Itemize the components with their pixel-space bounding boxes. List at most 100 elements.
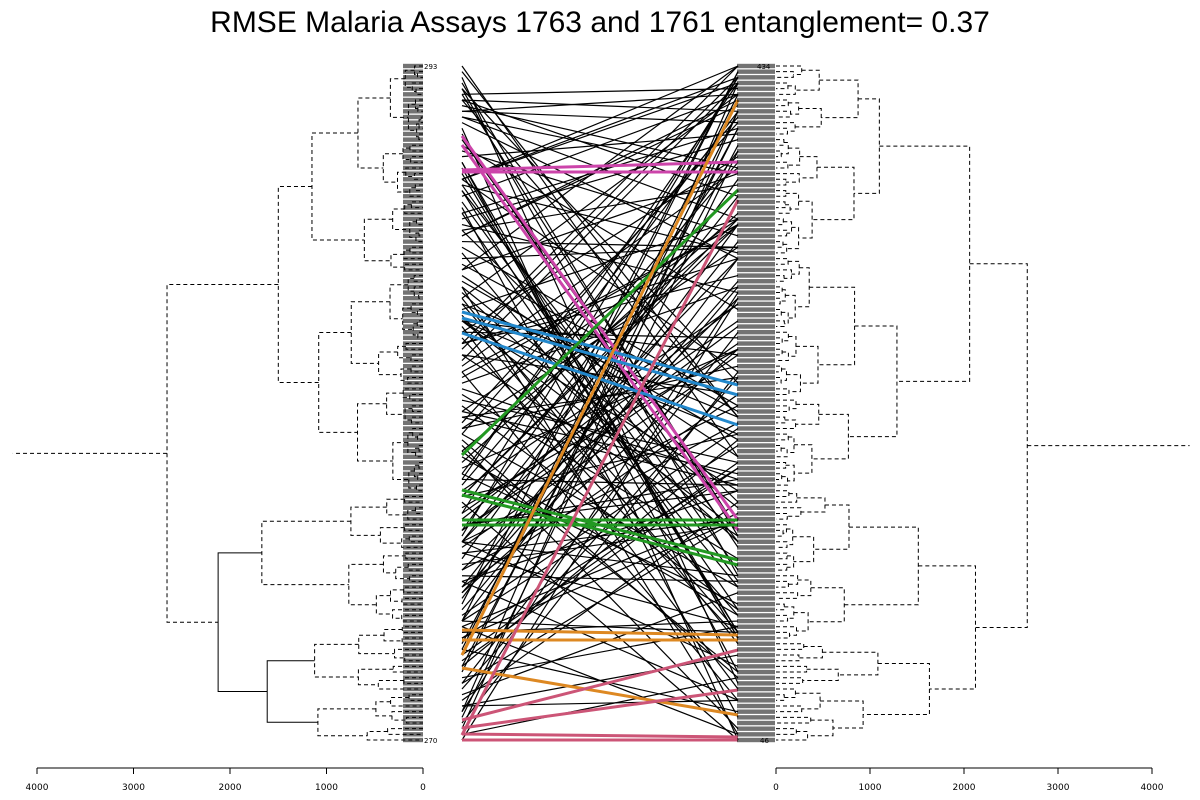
leaf-label-mark <box>403 681 423 686</box>
leaf-label-mark <box>737 635 775 641</box>
dendrogram-branch <box>261 520 351 586</box>
dendrogram-branch <box>776 110 792 118</box>
leaf-label-mark <box>403 590 423 595</box>
tangle-link <box>461 76 739 350</box>
dendrogram-branch <box>776 575 799 585</box>
leaf-label-mark <box>403 279 423 284</box>
dendrogram-branch <box>776 631 790 639</box>
tangle-link <box>461 331 739 684</box>
dendrogram-branch <box>776 529 784 537</box>
tick-label: 3000 <box>122 783 145 793</box>
leaf-label-mark <box>403 664 423 669</box>
dendrogram-branch <box>776 416 786 424</box>
leaf-label-mark <box>737 641 775 646</box>
leaf-label-mark <box>403 420 423 426</box>
leaf-label-mark <box>737 375 775 380</box>
leaf-label-mark <box>737 335 775 341</box>
tick-label: 3000 <box>1047 783 1070 793</box>
dendrogram-branch <box>776 552 788 560</box>
left-leaf-labels: 293 270 <box>403 63 437 745</box>
dendrogram-branch <box>392 208 410 231</box>
dendrogram-branch <box>379 527 405 544</box>
dendrogram-branch <box>776 433 789 441</box>
dendrogram-branch <box>776 258 789 265</box>
dendrogram-branch <box>357 668 394 686</box>
tangle-link <box>461 77 739 514</box>
tangle-link <box>461 371 739 724</box>
leaf-label-mark <box>403 613 423 618</box>
dendrogram-branch <box>366 731 423 741</box>
leaf-label-mark <box>403 426 423 431</box>
leaf-label-mark <box>737 420 775 426</box>
dendrogram-branch <box>808 587 845 623</box>
tangle-link <box>461 201 739 582</box>
tangle-link <box>461 173 739 271</box>
dendrogram-branch <box>786 226 800 250</box>
leaf-label-mark <box>737 92 775 97</box>
leaf-label-mark <box>737 262 775 267</box>
leaf-label-mark <box>737 409 775 414</box>
leaf-label-mark <box>737 284 775 290</box>
leaf-label-mark <box>737 109 775 114</box>
dendrogram-branch <box>395 566 410 580</box>
leaf-label-mark <box>403 171 423 176</box>
tangle-link <box>461 473 739 605</box>
dendrogram-branch <box>795 692 821 710</box>
leaf-label-mark <box>403 528 423 533</box>
tangle-link <box>461 444 739 622</box>
leaf-label-mark <box>403 301 423 307</box>
dendrogram-branch <box>787 436 795 454</box>
leaf-label-mark <box>403 482 423 488</box>
tick-label: 1000 <box>315 783 338 793</box>
leaf-label-mark <box>737 465 775 471</box>
leaf-label-mark <box>403 109 423 114</box>
tangle-link <box>461 320 739 514</box>
dendrogram-branch <box>382 153 403 183</box>
leaf-label-mark <box>737 471 775 476</box>
dendrogram-branch <box>357 97 391 169</box>
leaf-label-mark <box>403 409 423 414</box>
leaf-label-mark <box>403 352 423 358</box>
leaf-label-mark <box>737 505 775 510</box>
leaf-label-mark <box>403 448 423 454</box>
tangle-link <box>461 433 739 588</box>
dendrogram-branch <box>820 700 864 729</box>
left-x-axis: 4000 3000 2000 1000 0 <box>26 767 426 793</box>
leaf-label-mark <box>403 414 423 420</box>
dendrogram-branch <box>776 275 785 282</box>
tangle-link <box>461 88 739 95</box>
leaf-label-mark <box>403 307 423 312</box>
tangle-link <box>461 337 739 639</box>
dendrogram-branch <box>796 497 826 513</box>
leaf-label-mark <box>403 647 423 652</box>
dendrogram-branch <box>969 263 1028 628</box>
dendrogram-branch <box>348 563 384 606</box>
leaf-label-mark <box>737 664 775 669</box>
leaf-label-mark <box>403 284 423 290</box>
dendrogram-branch <box>776 592 799 599</box>
dendrogram-branch <box>776 388 790 396</box>
dendrogram-branch <box>786 374 801 393</box>
tangle-links <box>460 65 740 742</box>
dendrogram-branch <box>776 309 782 316</box>
dendrogram-branch <box>776 705 803 713</box>
leaf-label-mark <box>737 148 775 154</box>
dendrogram-branch <box>776 71 794 78</box>
leaf-label-mark <box>403 92 423 97</box>
leaf-label-mark <box>403 584 423 590</box>
leaf-label-mark <box>737 675 775 680</box>
leaf-label-mark <box>737 681 775 686</box>
tangle-link <box>461 76 739 180</box>
dendrogram-branch <box>776 461 787 469</box>
leaf-label-mark <box>403 658 423 663</box>
highlight-link <box>460 188 740 457</box>
tick-label: 2000 <box>219 783 242 793</box>
dendrogram-branch <box>797 579 812 597</box>
leaf-label-mark <box>403 103 423 108</box>
leaf-label-mark <box>737 80 775 86</box>
dendrogram-branch <box>787 147 801 166</box>
dendrogram-branch <box>795 403 820 425</box>
leaf-label-mark <box>403 703 423 709</box>
leaf-label-mark <box>403 199 423 205</box>
